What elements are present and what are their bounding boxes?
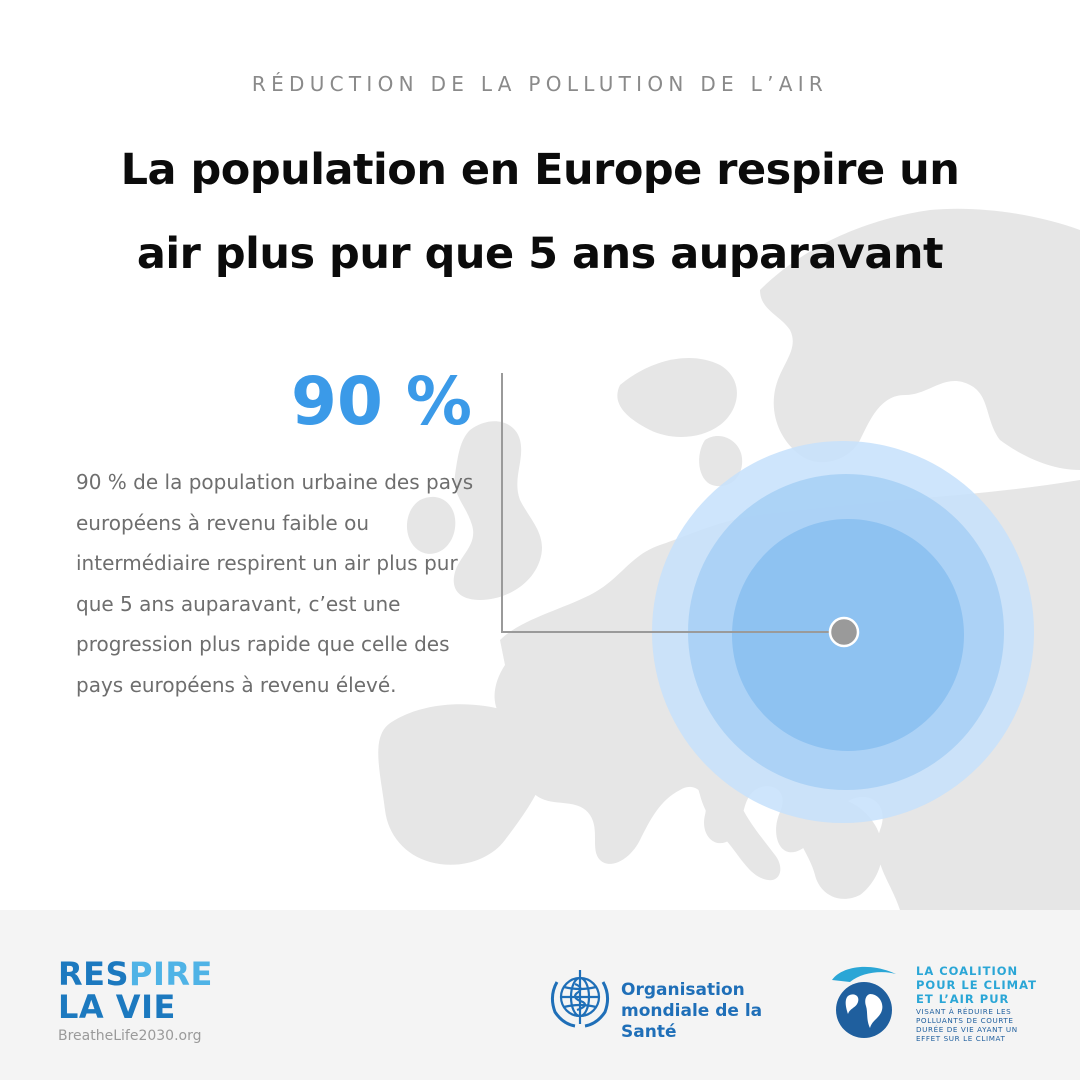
breathelife-url: BreatheLife2030.org — [58, 1028, 202, 1044]
ccac-subtitle-line-3: DURÉE DE VIE AYANT UN — [916, 1025, 1018, 1034]
breathelife-logo: RESPIRE LA VIE BreatheLife2030.org — [58, 958, 213, 1045]
title-line-2: air plus pur que 5 ans auparavant — [136, 229, 944, 279]
connector-line — [501, 373, 843, 633]
ccac-subtitle-line-4: EFFET SUR LE CLIMAT — [916, 1034, 1006, 1043]
page-title: La population en Europe respire un air p… — [40, 128, 1040, 296]
ccac-heading-line-2: POUR LE CLIMAT — [916, 978, 1037, 992]
kicker: RÉDUCTION DE LA POLLUTION DE L’AIR — [251, 72, 829, 96]
europe-map — [378, 208, 1080, 910]
footer — [0, 910, 1080, 1080]
breathelife-word1-a: RES — [58, 955, 130, 993]
who-name: Organisation mondiale de la Santé — [621, 980, 805, 1043]
breathelife-word2: LA VIE — [58, 988, 176, 1026]
stat-description: 90 % de la population urbaine des pays e… — [76, 470, 474, 697]
location-pin — [828, 616, 860, 648]
ccac-subtitle-line-2: POLLUANTS DE COURTE — [916, 1016, 1014, 1025]
globe-icon — [832, 966, 896, 1038]
who-name-line-1: Organisation — [621, 980, 745, 1000]
ccac-subtitle-line-1: VISANT À RÉDUIRE LES — [916, 1007, 1012, 1016]
breathelife-word1-b: PIRE — [129, 955, 213, 993]
ccac-heading-line-3: ET L’AIR PUR — [916, 992, 1010, 1006]
ccac-heading-line-1: LA COALITION — [916, 964, 1019, 978]
stat-value: 90 % — [291, 363, 472, 440]
ccac-subtitle: VISANT À RÉDUIRE LES POLLUANTS DE COURTE… — [916, 1007, 1046, 1043]
who-logo: Organisation mondiale de la Santé — [545, 966, 805, 1042]
who-name-line-2: mondiale de la Santé — [621, 1001, 763, 1042]
title-line-1: La population en Europe respire un — [120, 145, 960, 195]
ccac-logo: LA COALITION POUR LE CLIMAT ET L’AIR PUR… — [826, 962, 1046, 1046]
who-emblem-icon — [550, 970, 610, 1028]
ccac-heading: LA COALITION POUR LE CLIMAT ET L’AIR PUR — [916, 964, 1046, 1006]
breathelife-word1: RESPIRE — [58, 958, 213, 991]
